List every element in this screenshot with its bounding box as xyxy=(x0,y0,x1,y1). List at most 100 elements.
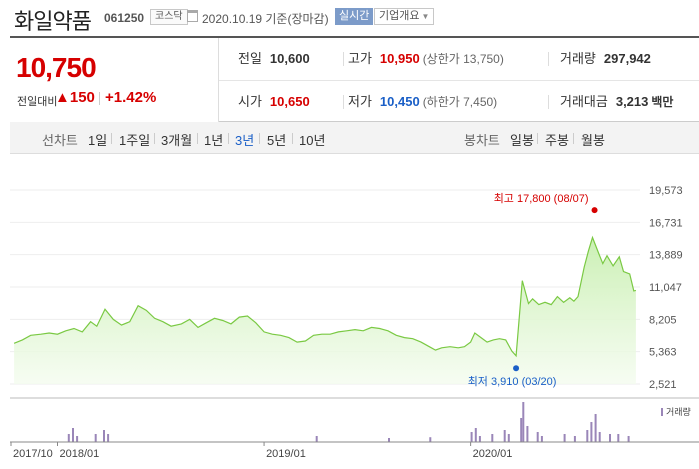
current-price: 10,750 xyxy=(16,52,97,83)
volume-bar xyxy=(526,426,529,442)
min-annotation: 최저 3,910 (03/20) xyxy=(468,375,557,388)
volume-bar xyxy=(474,428,477,442)
divider xyxy=(259,133,260,144)
open-label: 시가 xyxy=(238,94,262,109)
volume-bar xyxy=(103,430,105,442)
divider xyxy=(292,133,293,144)
company-overview-label: 기업개요 xyxy=(379,10,420,22)
volume-bar xyxy=(76,436,79,442)
volume-bar xyxy=(67,434,70,442)
calendar-icon xyxy=(187,10,198,22)
period-1w[interactable]: 1주일 xyxy=(119,133,151,148)
price-tick-label: 13,889 xyxy=(649,250,683,262)
volume-bar xyxy=(491,434,494,442)
volume-bar xyxy=(609,434,611,442)
volume-bar xyxy=(429,437,432,442)
period-bar: 선차트 1일 1주일 3개월 1년 3년 5년 10년 봉차트 일봉 주봉 월봉 xyxy=(10,122,699,154)
volume-legend-label: 거래량 xyxy=(666,406,691,417)
price-annotations: 최고 17,800 (08/07) 최저 3,910 (03/20) xyxy=(468,192,598,388)
x-tick-label: 2019/01 xyxy=(266,448,306,460)
x-tick-label: 2017/10 xyxy=(13,448,53,460)
price-summary: 10,750 전일대비 ▲150 +1.42% 전일 10,600 고가 10,95… xyxy=(10,36,699,122)
lower-limit: (하한가 7,450) xyxy=(422,95,498,109)
company-overview-button[interactable]: 기업개요 ▼ xyxy=(374,8,435,25)
volume-bar xyxy=(107,434,110,442)
price-tick-label: 5,363 xyxy=(649,347,677,359)
volume-bar xyxy=(586,430,589,442)
max-annotation: 최고 17,800 (08/07) xyxy=(494,192,589,205)
volume-bar xyxy=(470,432,473,442)
volume-bar xyxy=(315,436,318,442)
change-rate: +1.42% xyxy=(105,89,157,106)
upper-limit: (상한가 13,750) xyxy=(422,52,504,66)
open-cell: 시가 10,650 xyxy=(238,81,310,123)
high-value: 10,950 xyxy=(379,51,420,66)
amount-value: 3,213 xyxy=(615,94,649,109)
volume-legend-swatch xyxy=(661,408,663,416)
price-tick-label: 11,047 xyxy=(649,282,682,294)
low-cell: 저가 10,450 (하한가 7,450) xyxy=(348,81,497,123)
stock-code: 061250 xyxy=(104,11,145,25)
volume-bar xyxy=(522,402,525,442)
volume-bar xyxy=(507,434,510,442)
candle-monthly[interactable]: 월봉 xyxy=(581,133,605,148)
prev-close-value: 10,600 xyxy=(269,51,310,66)
base-date: 2020.10.19 기준(장마감) xyxy=(202,12,329,26)
volume-bar xyxy=(72,428,74,442)
candle-chart-label: 봉차트 xyxy=(464,133,500,148)
volume-bar xyxy=(617,434,620,442)
divider xyxy=(343,52,344,66)
divider xyxy=(197,133,198,144)
price-line xyxy=(13,235,637,358)
max-point xyxy=(591,207,598,214)
x-tick-label: 2018/01 xyxy=(60,448,100,460)
amount-cell: 거래대금 3,213 백만 xyxy=(560,81,673,123)
x-axis: 2017/10 2018/01 2019/01 2020/01 xyxy=(10,442,512,460)
volume-bar xyxy=(388,438,390,442)
realtime-button[interactable]: 실시간 xyxy=(335,8,374,25)
volume-bar xyxy=(478,436,481,442)
period-3y[interactable]: 3년 xyxy=(235,133,255,148)
price-box: 10,750 전일대비 ▲150 +1.42% xyxy=(10,38,219,122)
change-amount: 150 xyxy=(69,89,95,106)
price-tick-label: 19,573 xyxy=(649,185,683,197)
divider xyxy=(343,95,344,109)
volume-bar xyxy=(594,414,597,442)
volume-bar xyxy=(573,436,576,442)
market-badge: 코스닥 xyxy=(150,9,188,25)
price-tick-label: 2,521 xyxy=(649,379,677,391)
period-1d[interactable]: 1일 xyxy=(88,133,108,148)
volume-bar xyxy=(627,436,630,442)
divider xyxy=(548,95,549,109)
period-10y[interactable]: 10년 xyxy=(299,133,326,148)
period-5y[interactable]: 5년 xyxy=(267,133,287,148)
volume-value: 297,942 xyxy=(603,51,651,66)
min-point xyxy=(513,365,520,372)
period-1y[interactable]: 1년 xyxy=(204,133,224,148)
volume-bar xyxy=(536,432,539,442)
candle-daily[interactable]: 일봉 xyxy=(510,133,534,148)
high-cell: 고가 10,950 (상한가 13,750) xyxy=(348,38,504,80)
divider xyxy=(228,133,229,144)
volume-bar xyxy=(540,436,543,442)
prev-close-label: 전일 xyxy=(238,51,262,66)
divider xyxy=(537,133,538,144)
divider xyxy=(573,133,574,144)
low-value: 10,450 xyxy=(379,94,420,109)
volume-bar xyxy=(598,432,601,442)
row-divider xyxy=(219,80,699,81)
stock-header: 화일약품 061250 코스닥 2020.10.19 기준(장마감) 실시간 기… xyxy=(0,0,699,36)
volume-bar xyxy=(563,434,566,442)
period-3m[interactable]: 3개월 xyxy=(161,133,193,148)
line-chart-label: 선차트 xyxy=(42,133,78,148)
change-value: ▲150 xyxy=(55,89,95,106)
stock-name: 화일약품 xyxy=(14,9,92,34)
prev-close-cell: 전일 10,600 xyxy=(238,38,310,80)
divider xyxy=(548,52,549,66)
price-area xyxy=(14,237,636,384)
amount-label: 거래대금 xyxy=(560,94,608,109)
high-label: 고가 xyxy=(348,51,372,66)
candle-weekly[interactable]: 주봉 xyxy=(545,133,569,148)
volume-bar xyxy=(590,422,593,442)
open-value: 10,650 xyxy=(269,94,310,109)
